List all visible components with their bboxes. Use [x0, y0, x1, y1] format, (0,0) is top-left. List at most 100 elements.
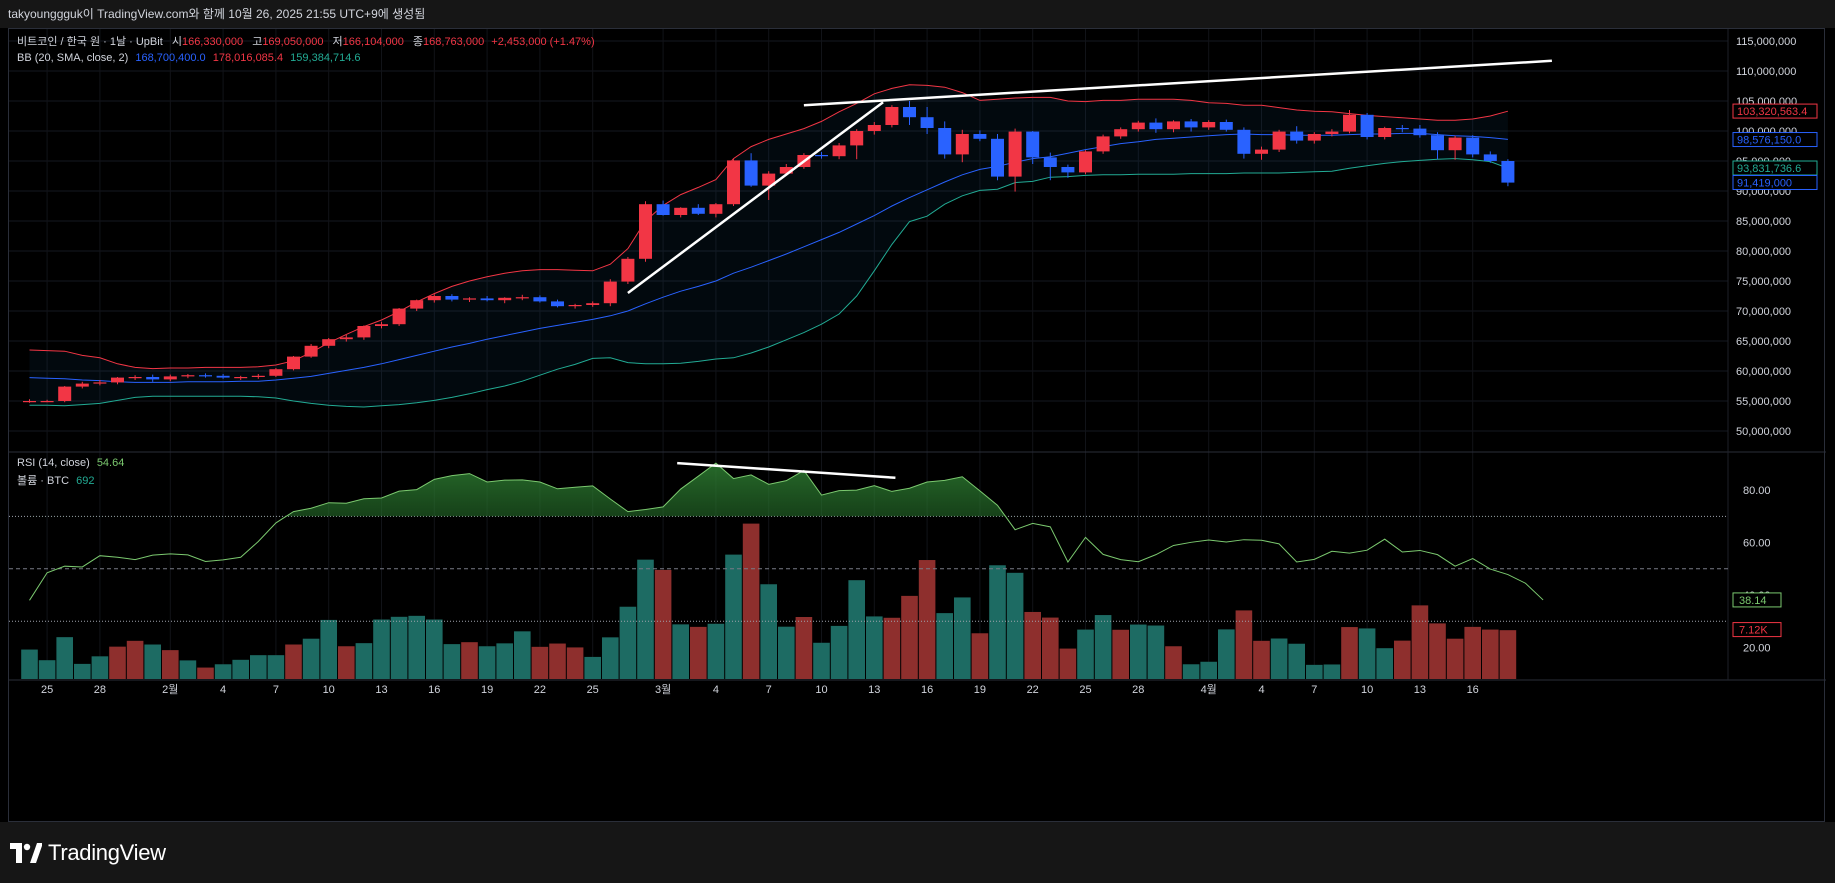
rsi-legend-row: RSI (14, close) 54.64: [17, 457, 124, 469]
candle-body: [991, 138, 1004, 177]
close-value: 168,763,000: [423, 36, 485, 48]
volume-bar: [1165, 646, 1182, 679]
candle-body: [1290, 131, 1304, 141]
bb-upper-value: 178,016,085.4: [212, 52, 284, 64]
rsi-legend: RSI (14, close) 54.64 볼륨 · BTC 692: [17, 457, 124, 491]
volume-value: 692: [76, 475, 95, 487]
candle-body: [128, 377, 142, 379]
candle-body: [339, 337, 353, 340]
candle-body: [551, 301, 564, 307]
candle-body: [1114, 129, 1128, 137]
candle-body: [1466, 137, 1480, 155]
time-tick-label: 10: [323, 684, 335, 696]
volume-bar: [1358, 628, 1376, 679]
candle-body: [357, 326, 371, 338]
candle-body: [251, 375, 265, 377]
volume-bar: [584, 656, 601, 679]
candle-body: [779, 167, 793, 174]
candle-body: [621, 258, 635, 282]
chart-canvas[interactable]: 50,000,000 55,000,000 60,000,000 65,000,000…: [9, 29, 1826, 823]
candle-body: [1096, 136, 1110, 152]
price-label-text: 91,419,000: [1737, 177, 1792, 189]
volume-bar: [461, 642, 478, 679]
candle-body: [1360, 114, 1374, 137]
volume-bar: [848, 580, 865, 679]
volume-bar: [989, 565, 1006, 679]
time-tick-label: 4: [713, 684, 719, 696]
candle-body: [568, 305, 582, 307]
bb-label[interactable]: BB (20, SMA, close, 2): [17, 52, 129, 64]
time-tick-label: 22: [1027, 684, 1039, 696]
candle-body: [1343, 114, 1356, 132]
time-tick-label: 13: [868, 684, 880, 696]
candle-body: [40, 401, 54, 403]
candle-body: [762, 173, 776, 186]
candle-body: [1325, 131, 1339, 134]
symbol-label[interactable]: 비트코인 / 한국 원 · 1날 · UpBit: [17, 36, 163, 48]
time-tick-label: 28: [1132, 684, 1144, 696]
candle-body: [269, 369, 283, 376]
volume-bar: [1270, 638, 1288, 679]
candle-body: [1184, 121, 1198, 128]
volume-bar: [1464, 626, 1481, 679]
volume-bar: [1006, 572, 1024, 679]
volume-bar: [1218, 629, 1235, 679]
chart-frame[interactable]: 50,000,000 55,000,000 60,000,000 65,000,000…: [8, 28, 1826, 823]
candle-body: [93, 382, 107, 384]
candle-body: [410, 300, 424, 309]
candle-body: [304, 345, 318, 357]
volume-bar: [144, 644, 161, 679]
volume-bar: [373, 619, 390, 679]
bb-basis-value: 168,700,400.0: [135, 52, 206, 64]
time-tick-label: 25: [1079, 684, 1091, 696]
volume-bar: [1446, 638, 1464, 679]
tradingview-logo[interactable]: TradingView: [10, 838, 166, 868]
candle-body: [23, 401, 36, 403]
volume-label[interactable]: 볼륨 · BTC: [17, 475, 70, 487]
volume-bar: [1499, 630, 1517, 679]
time-tick-label: 2월: [162, 683, 178, 696]
price-tick-label: 110,000,000: [1736, 66, 1796, 78]
high-value: 169,050,000: [262, 36, 324, 48]
volume-last-box: [1732, 622, 1782, 638]
volume-bar: [1341, 627, 1358, 679]
open-label: 시: [171, 36, 182, 48]
volume-bar: [1182, 664, 1200, 679]
price-label-box: [1732, 174, 1818, 190]
volume-bar: [408, 615, 425, 679]
volume-bar: [778, 626, 795, 679]
volume-bar: [109, 646, 126, 679]
tradingview-logo-icon: [10, 843, 42, 863]
volume-bar: [355, 643, 373, 679]
rsi-tick-label: 60.00: [1743, 538, 1771, 550]
candle-body: [1079, 151, 1092, 173]
volume-bar: [531, 646, 549, 679]
volume-bar: [74, 663, 91, 679]
trendline: [627, 101, 884, 295]
candle-body: [199, 375, 212, 377]
volume-bar: [1394, 640, 1411, 679]
volume-bar: [126, 640, 144, 679]
candle-body: [1272, 131, 1286, 150]
volume-bar: [1042, 617, 1059, 679]
candle-body: [1008, 131, 1022, 177]
volume-bar: [1288, 643, 1305, 679]
volume-bar: [883, 617, 901, 679]
bb-lower-line: [29, 158, 1509, 408]
volume-bar: [1094, 615, 1112, 679]
candle-body: [586, 303, 600, 305]
volume-bar: [162, 650, 179, 679]
volume-bar: [549, 643, 566, 679]
volume-bar: [1147, 625, 1165, 679]
bb-basis-line: [29, 132, 1508, 383]
rsi-line: [29, 462, 1544, 601]
volume-bar: [566, 647, 584, 679]
volume-bar: [690, 626, 707, 679]
time-tick-label: 16: [921, 684, 933, 696]
rsi-label[interactable]: RSI (14, close): [17, 457, 90, 469]
candle-body: [75, 383, 89, 387]
volume-bar: [602, 637, 619, 679]
time-tick-label: 25: [41, 684, 53, 696]
volume-bar: [1077, 629, 1094, 679]
low-label: 저: [332, 36, 343, 48]
